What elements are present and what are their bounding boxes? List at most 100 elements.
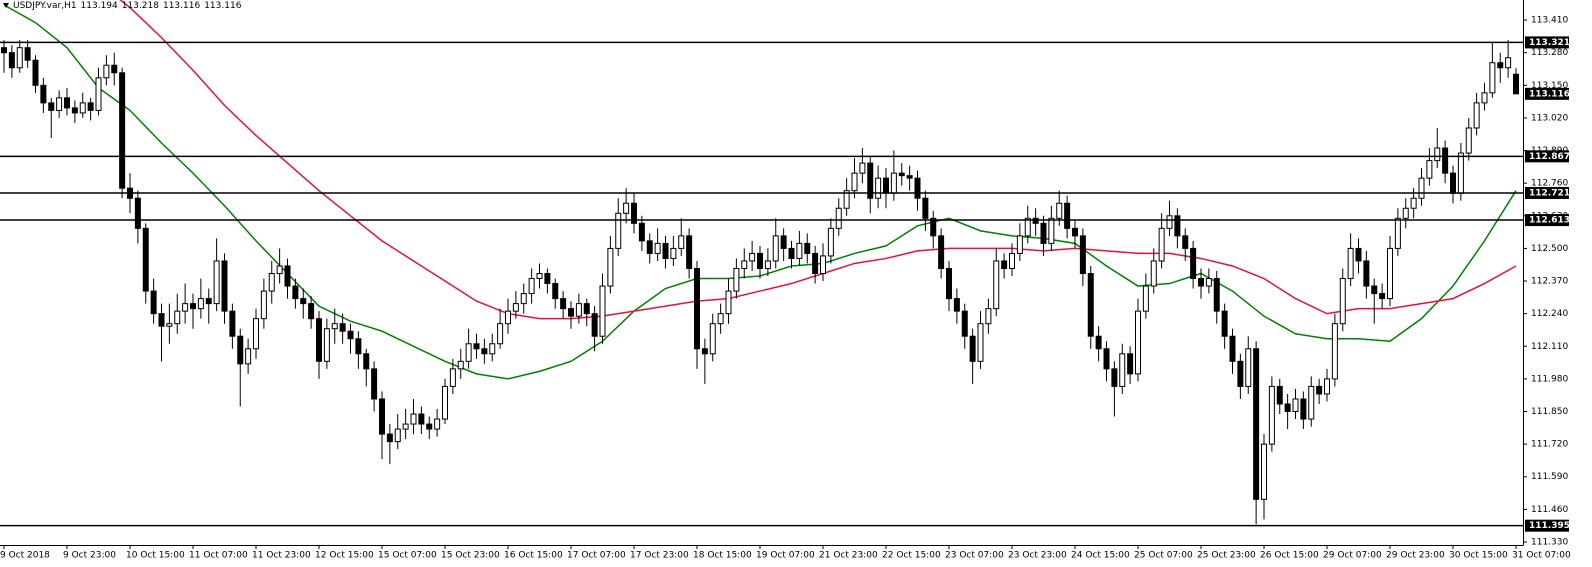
candle-body — [1268, 385, 1275, 445]
candle-body — [40, 84, 47, 104]
candle-body — [355, 338, 362, 355]
candle-body — [1103, 348, 1110, 370]
y-tick-label: 111.460 — [1531, 505, 1568, 515]
candle-body — [1229, 335, 1236, 362]
candle-body — [938, 235, 945, 269]
candle-body — [725, 290, 732, 315]
candle-body — [158, 313, 165, 327]
y-tick-label: 113.150 — [1531, 81, 1568, 91]
candle-body — [1221, 310, 1228, 337]
candle-body — [1331, 323, 1338, 380]
y-tick-label: 112.760 — [1531, 179, 1568, 189]
candle-body — [953, 298, 960, 312]
x-tick-label: 11 Oct 07:00 — [189, 551, 248, 561]
x-tick-label: 23 Oct 07:00 — [945, 551, 1004, 561]
level-label: 112.613 — [1529, 216, 1570, 226]
candle-body — [316, 318, 322, 362]
candle-body — [930, 217, 937, 237]
candle-body — [497, 323, 504, 345]
candle-body — [481, 348, 488, 355]
x-tick-label: 24 Oct 15:00 — [1071, 551, 1130, 561]
candle-body — [599, 285, 606, 337]
candle-body — [1213, 278, 1220, 312]
candle-body — [449, 368, 456, 387]
y-tick-label: 112.370 — [1531, 277, 1568, 287]
x-tick-label: 19 Oct 07:00 — [756, 551, 815, 561]
candle-body — [394, 428, 401, 443]
plot-area — [0, 0, 1523, 527]
candle-body — [709, 323, 716, 355]
candle-body — [229, 310, 236, 337]
candle-body — [843, 190, 850, 209]
candle-body — [560, 298, 567, 310]
candle-body — [1024, 217, 1031, 237]
candle-body — [489, 343, 496, 355]
x-tick-label: 25 Oct 07:00 — [1134, 551, 1193, 561]
candle-body — [402, 423, 409, 430]
candle-body — [686, 235, 693, 269]
candle-body — [1387, 247, 1393, 300]
candle-body — [213, 260, 220, 305]
candle-body — [1371, 285, 1378, 295]
y-tick-label: 113.020 — [1531, 113, 1568, 123]
candle-body — [473, 343, 480, 350]
candle-body — [119, 72, 126, 189]
candle-body — [300, 298, 307, 305]
menu-icon[interactable] — [3, 3, 9, 8]
x-tick-label: 18 Oct 15:00 — [693, 551, 752, 561]
axes: 113.410113.280113.150113.020112.890112.7… — [0, 16, 1571, 561]
candle-body — [205, 298, 212, 305]
candle-body — [32, 59, 39, 86]
candle-body — [1190, 247, 1197, 280]
candle-body — [788, 247, 795, 259]
candle-body — [1111, 368, 1118, 387]
x-tick-label: 15 Oct 23:00 — [441, 551, 500, 561]
x-tick-label: 31 Oct 07:00 — [1512, 551, 1571, 561]
candle-body — [733, 267, 740, 292]
candle-body — [1079, 235, 1086, 275]
candle-body — [922, 197, 929, 219]
level-label: 112.721 — [1529, 188, 1570, 198]
candle-body — [1174, 215, 1181, 237]
x-tick-label: 12 Oct 15:00 — [315, 551, 374, 561]
candle-body — [1001, 260, 1008, 269]
candle-body — [308, 303, 315, 320]
x-tick-label: 11 Oct 23:00 — [252, 551, 311, 561]
candle-body — [1316, 385, 1323, 395]
candle-body — [1347, 247, 1354, 280]
x-tick-label: 30 Oct 15:00 — [1449, 551, 1508, 561]
candle-body — [544, 273, 551, 285]
candle-body — [426, 423, 433, 430]
candle-body — [386, 433, 393, 443]
candle-body — [1142, 285, 1149, 312]
y-tick-label: 112.110 — [1531, 342, 1568, 352]
candle-body — [662, 242, 669, 259]
candle-body — [890, 172, 897, 194]
candle-body — [1276, 385, 1283, 405]
candle-body — [64, 97, 70, 109]
candle-body — [1198, 278, 1204, 287]
candle-body — [182, 303, 189, 312]
candle-body — [528, 278, 535, 295]
candle-body — [1150, 260, 1157, 287]
candle-body — [946, 267, 952, 300]
candle-body — [812, 252, 819, 275]
level-box — [1525, 186, 1569, 199]
candle-body — [1379, 293, 1386, 300]
candle-body — [284, 265, 291, 287]
candle-body — [418, 413, 425, 425]
candle-body — [1363, 260, 1370, 287]
candle-body — [536, 273, 543, 280]
y-tick-label: 111.590 — [1531, 472, 1568, 482]
candle-body — [1087, 273, 1094, 337]
candle-body — [1119, 353, 1126, 387]
candle-body — [245, 348, 252, 365]
candle-body — [48, 102, 55, 111]
candle-body — [670, 247, 677, 259]
x-tick-label: 9 Oct 23:00 — [63, 551, 116, 561]
y-tick-label: 111.850 — [1531, 407, 1568, 417]
candle-body — [867, 162, 874, 199]
candle-body — [190, 303, 196, 310]
candle-body — [1434, 147, 1441, 162]
